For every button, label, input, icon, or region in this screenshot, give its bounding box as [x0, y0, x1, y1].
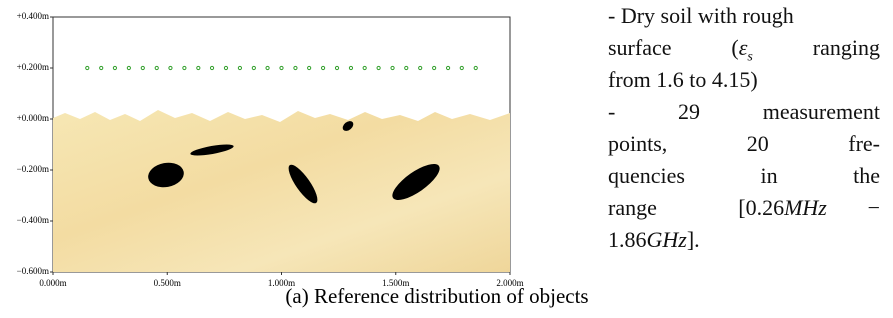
math: GHz: [647, 227, 687, 252]
y-tick-label: −0.600m: [17, 266, 49, 276]
text: points, 20 fre-: [608, 131, 880, 156]
text-line: - Dry soil with rough: [608, 0, 880, 32]
y-tick-label: +0.000m: [17, 113, 49, 123]
text: - Dry soil with rough: [608, 3, 794, 28]
text-line: 1.86GHz].: [608, 224, 880, 256]
text: surface (: [608, 35, 739, 60]
text-line: range [0.26MHz −: [608, 192, 880, 224]
y-tick-label: −0.400m: [17, 215, 49, 225]
text: −: [827, 195, 880, 220]
text: 1.86: [608, 227, 647, 252]
math: MHz: [784, 195, 827, 220]
text: range [0.26: [608, 195, 784, 220]
y-tick-label: +0.200m: [17, 62, 49, 72]
text-line: quencies in the: [608, 160, 880, 192]
text: ranging: [753, 35, 880, 60]
text: ].: [687, 227, 700, 252]
text-line: surface (εs ranging: [608, 32, 880, 64]
caption: (a) Reference distribution of objects: [0, 284, 874, 309]
page: −0.600m −0.400m −0.200m +0.000m +0.200m +0.40…: [0, 0, 893, 318]
text-line: - 29 measurement: [608, 96, 880, 128]
y-tick-label: −0.200m: [17, 164, 49, 174]
description: - Dry soil with rough surface (εs rangin…: [608, 0, 880, 256]
y-tick-label: +0.400m: [17, 11, 49, 21]
text: quencies in the: [608, 163, 880, 188]
text-line: points, 20 fre-: [608, 128, 880, 160]
figure: −0.600m −0.400m −0.200m +0.000m +0.200m +0.40…: [0, 0, 600, 300]
soil: [53, 110, 510, 272]
text: from 1.6 to 4.15): [608, 67, 758, 92]
text: - 29 measurement: [608, 99, 880, 124]
text-line: from 1.6 to 4.15): [608, 64, 880, 96]
